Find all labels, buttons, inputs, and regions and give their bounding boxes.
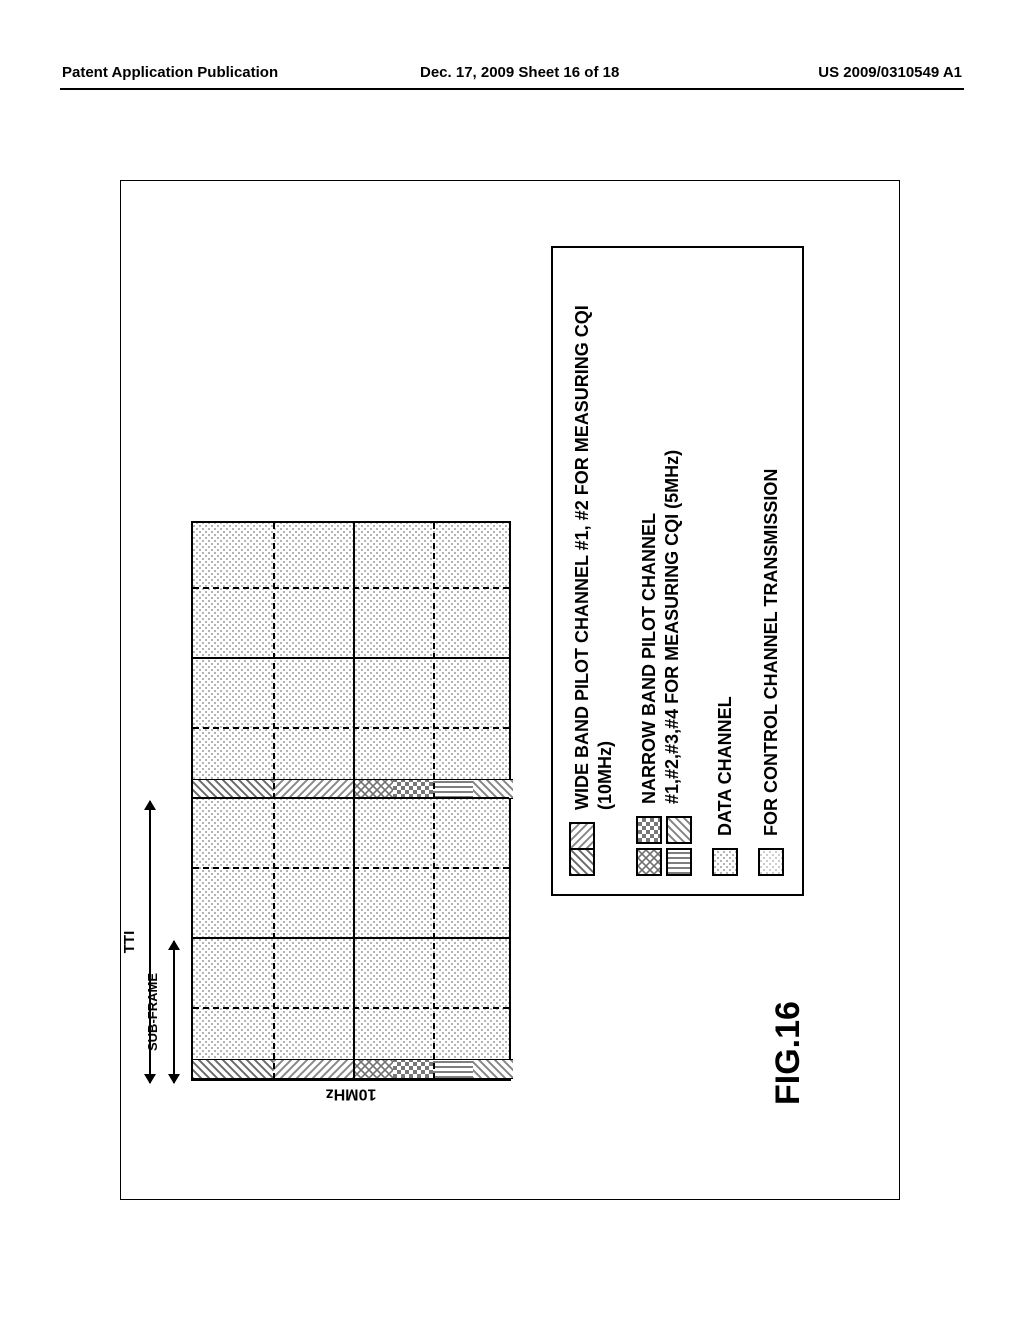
legend-swatch <box>636 816 662 844</box>
grid-col-dash <box>193 1007 509 1009</box>
legend-swatches <box>758 848 784 876</box>
legend-row: WIDE BAND PILOT CHANNEL #1, #2 FOR MEASU… <box>569 266 616 876</box>
grid-col-solid <box>193 797 509 799</box>
figure-frame: 10MHz TTI SUB-FRAME WIDE BAND PILOT CHAN… <box>120 180 900 1200</box>
grid-row-dash <box>273 523 275 1079</box>
grid-row-dash <box>433 523 435 1079</box>
legend-swatch <box>712 848 738 876</box>
legend-text: FOR CONTROL CHANNEL TRANSMISSION <box>758 469 783 836</box>
narrowband-pilot-slice <box>433 1059 473 1079</box>
grid-col-dash <box>193 867 509 869</box>
legend-row: DATA CHANNEL <box>712 266 738 876</box>
page: Patent Application Publication Dec. 17, … <box>0 0 1024 1320</box>
legend-row: FOR CONTROL CHANNEL TRANSMISSION <box>758 266 784 876</box>
legend-text: NARROW BAND PILOT CHANNEL #1,#2,#3,#4 FO… <box>636 450 683 804</box>
grid-col-dash <box>193 587 509 589</box>
header-left: Patent Application Publication <box>62 64 278 81</box>
subframe-arrow: SUB-FRAME <box>163 941 183 1083</box>
legend-swatch <box>569 822 595 850</box>
legend: WIDE BAND PILOT CHANNEL #1, #2 FOR MEASU… <box>551 246 804 896</box>
legend-swatch <box>636 848 662 876</box>
legend-swatches <box>712 848 738 876</box>
narrowband-pilot-slice <box>393 1059 433 1079</box>
grid-col-solid <box>193 937 509 939</box>
header-mid: Dec. 17, 2009 Sheet 16 of 18 <box>420 64 619 81</box>
legend-swatch <box>758 848 784 876</box>
data-channel-fill <box>193 523 509 1079</box>
arrow-line <box>173 941 175 1083</box>
legend-row: NARROW BAND PILOT CHANNEL #1,#2,#3,#4 FO… <box>636 266 692 876</box>
narrowband-pilot-slice <box>473 1059 513 1079</box>
grid-row-solid <box>353 523 355 1079</box>
header-rule <box>60 88 964 90</box>
figure-label: FIG.16 <box>769 1001 808 1105</box>
chart-wrap: 10MHz TTI SUB-FRAME <box>191 521 511 1081</box>
legend-swatches <box>569 822 595 876</box>
tti-label: TTI <box>121 931 138 954</box>
narrowband-pilot-slice <box>353 1059 393 1079</box>
resource-grid <box>191 521 511 1081</box>
legend-swatch <box>666 816 692 844</box>
legend-swatches <box>636 816 692 876</box>
figure-rotated: 10MHz TTI SUB-FRAME WIDE BAND PILOT CHAN… <box>121 181 901 1201</box>
subframe-label: SUB-FRAME <box>145 973 160 1051</box>
y-axis-label: 10MHz <box>326 1085 377 1103</box>
grid-col-solid <box>193 657 509 659</box>
grid-col-dash <box>193 727 509 729</box>
legend-swatch <box>666 848 692 876</box>
legend-text: DATA CHANNEL <box>712 696 737 836</box>
legend-text: WIDE BAND PILOT CHANNEL #1, #2 FOR MEASU… <box>569 266 616 810</box>
wideband-pilot-slice <box>273 1059 353 1079</box>
legend-swatch <box>569 848 595 876</box>
wideband-pilot-slice <box>193 1059 273 1079</box>
header-right: US 2009/0310549 A1 <box>818 64 962 81</box>
